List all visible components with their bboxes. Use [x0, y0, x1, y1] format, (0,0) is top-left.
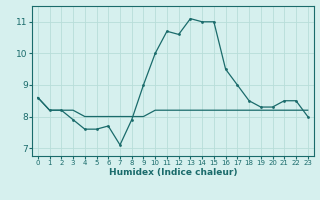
X-axis label: Humidex (Indice chaleur): Humidex (Indice chaleur) — [108, 168, 237, 177]
